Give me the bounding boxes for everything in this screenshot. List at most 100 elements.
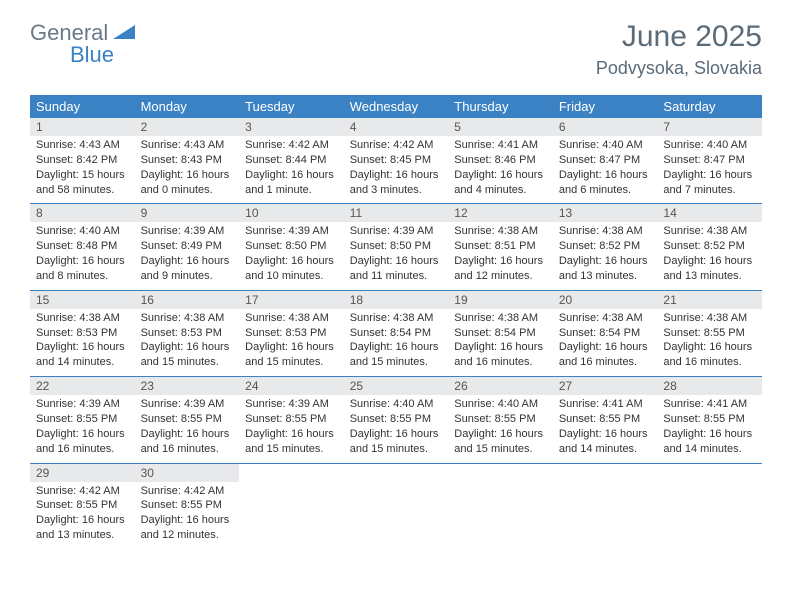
dow-tuesday: Tuesday xyxy=(239,95,344,118)
sunrise-text: Sunrise: 4:38 AM xyxy=(135,311,240,326)
day-number: 15 xyxy=(30,291,135,309)
day-number: 1 xyxy=(30,118,135,136)
daylight-text: Daylight: 16 hours xyxy=(448,340,553,355)
sunset-text: Sunset: 8:55 PM xyxy=(30,498,135,513)
daylight-text: and 15 minutes. xyxy=(239,442,344,457)
sunset-text: Sunset: 8:55 PM xyxy=(448,412,553,427)
sunrise-text: Sunrise: 4:38 AM xyxy=(448,311,553,326)
daylight-text: Daylight: 16 hours xyxy=(135,340,240,355)
sunrise-text: Sunrise: 4:43 AM xyxy=(135,138,240,153)
daylight-text: and 13 minutes. xyxy=(657,269,762,284)
day-number: 16 xyxy=(135,291,240,309)
daylight-text: and 13 minutes. xyxy=(30,528,135,543)
daylight-text: and 58 minutes. xyxy=(30,183,135,198)
sunrise-text: Sunrise: 4:42 AM xyxy=(30,484,135,499)
day-number: 8 xyxy=(30,204,135,222)
dow-sunday: Sunday xyxy=(30,95,135,118)
daylight-text: and 14 minutes. xyxy=(657,442,762,457)
sunrise-text: Sunrise: 4:39 AM xyxy=(30,397,135,412)
daylight-text: Daylight: 16 hours xyxy=(239,340,344,355)
sunrise-text: Sunrise: 4:38 AM xyxy=(30,311,135,326)
sunset-text: Sunset: 8:54 PM xyxy=(344,326,449,341)
day-cell: 10Sunrise: 4:39 AMSunset: 8:50 PMDayligh… xyxy=(239,204,344,289)
week-row: 8Sunrise: 4:40 AMSunset: 8:48 PMDaylight… xyxy=(30,204,762,290)
day-cell: 25Sunrise: 4:40 AMSunset: 8:55 PMDayligh… xyxy=(344,377,449,462)
sunrise-text: Sunrise: 4:38 AM xyxy=(448,224,553,239)
day-cell: 5Sunrise: 4:41 AMSunset: 8:46 PMDaylight… xyxy=(448,118,553,203)
week-row: 29Sunrise: 4:42 AMSunset: 8:55 PMDayligh… xyxy=(30,464,762,549)
dow-friday: Friday xyxy=(553,95,658,118)
day-cell: 20Sunrise: 4:38 AMSunset: 8:54 PMDayligh… xyxy=(553,291,658,376)
daylight-text: Daylight: 16 hours xyxy=(344,427,449,442)
daylight-text: Daylight: 16 hours xyxy=(657,340,762,355)
daylight-text: Daylight: 16 hours xyxy=(553,168,658,183)
sunrise-text: Sunrise: 4:41 AM xyxy=(657,397,762,412)
sunset-text: Sunset: 8:53 PM xyxy=(135,326,240,341)
sunrise-text: Sunrise: 4:39 AM xyxy=(344,224,449,239)
daylight-text: Daylight: 16 hours xyxy=(657,427,762,442)
day-number: 19 xyxy=(448,291,553,309)
sunrise-text: Sunrise: 4:38 AM xyxy=(553,311,658,326)
sunset-text: Sunset: 8:54 PM xyxy=(448,326,553,341)
daylight-text: and 15 minutes. xyxy=(135,355,240,370)
daylight-text: Daylight: 16 hours xyxy=(344,254,449,269)
day-number: 23 xyxy=(135,377,240,395)
day-cell xyxy=(657,464,762,549)
daylight-text: Daylight: 16 hours xyxy=(135,427,240,442)
sunrise-text: Sunrise: 4:41 AM xyxy=(448,138,553,153)
day-cell: 17Sunrise: 4:38 AMSunset: 8:53 PMDayligh… xyxy=(239,291,344,376)
daylight-text: and 15 minutes. xyxy=(344,442,449,457)
daylight-text: Daylight: 15 hours xyxy=(30,168,135,183)
day-number: 20 xyxy=(553,291,658,309)
day-number: 27 xyxy=(553,377,658,395)
sunset-text: Sunset: 8:50 PM xyxy=(239,239,344,254)
day-number: 18 xyxy=(344,291,449,309)
day-cell: 9Sunrise: 4:39 AMSunset: 8:49 PMDaylight… xyxy=(135,204,240,289)
sunrise-text: Sunrise: 4:40 AM xyxy=(30,224,135,239)
day-cell: 14Sunrise: 4:38 AMSunset: 8:52 PMDayligh… xyxy=(657,204,762,289)
daylight-text: and 16 minutes. xyxy=(657,355,762,370)
day-cell: 13Sunrise: 4:38 AMSunset: 8:52 PMDayligh… xyxy=(553,204,658,289)
day-number: 28 xyxy=(657,377,762,395)
sunrise-text: Sunrise: 4:39 AM xyxy=(239,224,344,239)
daylight-text: and 12 minutes. xyxy=(448,269,553,284)
week-row: 22Sunrise: 4:39 AMSunset: 8:55 PMDayligh… xyxy=(30,377,762,463)
day-number: 14 xyxy=(657,204,762,222)
day-number: 22 xyxy=(30,377,135,395)
day-cell: 7Sunrise: 4:40 AMSunset: 8:47 PMDaylight… xyxy=(657,118,762,203)
daylight-text: and 15 minutes. xyxy=(448,442,553,457)
daylight-text: Daylight: 16 hours xyxy=(135,513,240,528)
daylight-text: Daylight: 16 hours xyxy=(30,427,135,442)
daylight-text: and 14 minutes. xyxy=(553,442,658,457)
daylight-text: and 4 minutes. xyxy=(448,183,553,198)
daylight-text: and 3 minutes. xyxy=(344,183,449,198)
month-title: June 2025 xyxy=(596,20,762,54)
day-of-week-header: Sunday Monday Tuesday Wednesday Thursday… xyxy=(30,95,762,118)
daylight-text: Daylight: 16 hours xyxy=(30,340,135,355)
daylight-text: and 12 minutes. xyxy=(135,528,240,543)
day-number: 21 xyxy=(657,291,762,309)
daylight-text: and 13 minutes. xyxy=(553,269,658,284)
day-cell: 11Sunrise: 4:39 AMSunset: 8:50 PMDayligh… xyxy=(344,204,449,289)
day-number: 26 xyxy=(448,377,553,395)
dow-wednesday: Wednesday xyxy=(344,95,449,118)
daylight-text: Daylight: 16 hours xyxy=(553,340,658,355)
dow-saturday: Saturday xyxy=(657,95,762,118)
day-cell xyxy=(239,464,344,549)
day-number: 13 xyxy=(553,204,658,222)
day-cell xyxy=(344,464,449,549)
sunset-text: Sunset: 8:52 PM xyxy=(657,239,762,254)
day-cell: 29Sunrise: 4:42 AMSunset: 8:55 PMDayligh… xyxy=(30,464,135,549)
day-cell: 8Sunrise: 4:40 AMSunset: 8:48 PMDaylight… xyxy=(30,204,135,289)
day-cell: 23Sunrise: 4:39 AMSunset: 8:55 PMDayligh… xyxy=(135,377,240,462)
daylight-text: and 10 minutes. xyxy=(239,269,344,284)
sunrise-text: Sunrise: 4:40 AM xyxy=(553,138,658,153)
sunrise-text: Sunrise: 4:42 AM xyxy=(135,484,240,499)
sunrise-text: Sunrise: 4:42 AM xyxy=(239,138,344,153)
daylight-text: Daylight: 16 hours xyxy=(239,254,344,269)
sunset-text: Sunset: 8:53 PM xyxy=(239,326,344,341)
daylight-text: and 8 minutes. xyxy=(30,269,135,284)
daylight-text: Daylight: 16 hours xyxy=(239,427,344,442)
daylight-text: Daylight: 16 hours xyxy=(657,254,762,269)
day-number: 3 xyxy=(239,118,344,136)
